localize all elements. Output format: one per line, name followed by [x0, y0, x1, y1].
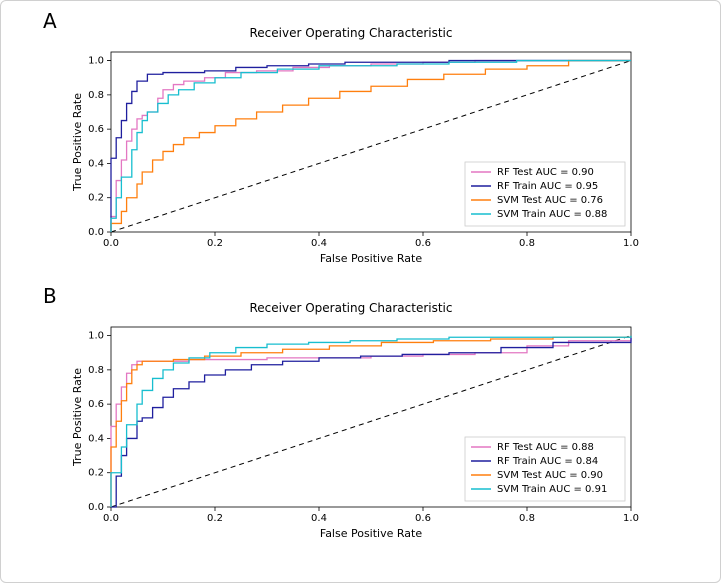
x-tick-label: 0.4 — [311, 238, 327, 249]
y-axis-label: True Positive Rate — [71, 368, 84, 467]
chart-b-title: Receiver Operating Characteristic — [71, 301, 631, 315]
x-tick-label: 0.2 — [207, 513, 223, 524]
y-tick-label: 0.0 — [88, 227, 104, 238]
y-tick-label: 0.6 — [88, 399, 104, 410]
y-tick-label: 1.0 — [88, 331, 104, 342]
x-tick-label: 0.8 — [519, 238, 535, 249]
x-axis-label: False Positive Rate — [320, 252, 422, 265]
legend-label-svm_train: SVM Train AUC = 0.88 — [497, 209, 607, 220]
legend-label-svm_train: SVM Train AUC = 0.91 — [497, 484, 607, 495]
chart-b-wrap: Receiver Operating Characteristic 0.0 0.2… — [71, 301, 631, 556]
y-tick-label: 0.6 — [88, 124, 104, 135]
y-axis-label: True Positive Rate — [71, 93, 84, 192]
x-tick-label: 0.6 — [415, 513, 431, 524]
figure-container: { "panelA": { "label": "A", "title": "Re… — [0, 0, 721, 583]
chart-a: 0.0 0.2 0.4 0.6 0.8 1.0 0.0 0.2 0.4 0.6 0.8 1.0 Fals… — [71, 42, 671, 277]
chart-b: 0.0 0.2 0.4 0.6 0.8 1.0 0.0 0.2 0.4 0.6 0.8 1.0 Fals… — [71, 317, 671, 552]
x-tick-label: 1.0 — [623, 513, 639, 524]
chart-a-title: Receiver Operating Characteristic — [71, 26, 631, 40]
x-tick-label: 0.2 — [207, 238, 223, 249]
y-tick-label: 1.0 — [88, 56, 104, 67]
y-tick-label: 0.2 — [88, 193, 104, 204]
legend-label-rf_train: RF Train AUC = 0.84 — [497, 456, 598, 467]
x-tick-label: 1.0 — [623, 238, 639, 249]
y-tick-label: 0.2 — [88, 468, 104, 479]
x-tick-label: 0.6 — [415, 238, 431, 249]
legend-label-svm_test: SVM Test AUC = 0.76 — [497, 195, 603, 206]
x-tick-label: 0.0 — [103, 513, 119, 524]
x-tick-label: 0.4 — [311, 513, 327, 524]
chart-a-wrap: Receiver Operating Characteristic 0.0 0.2… — [71, 26, 631, 281]
y-tick-label: 0.8 — [88, 90, 104, 101]
x-tick-label: 0.8 — [519, 513, 535, 524]
x-tick-label: 0.0 — [103, 238, 119, 249]
legend-label-rf_test: RF Test AUC = 0.88 — [497, 442, 594, 453]
y-tick-label: 0.0 — [88, 502, 104, 513]
y-tick-label: 0.4 — [88, 433, 104, 444]
legend-label-svm_test: SVM Test AUC = 0.90 — [497, 470, 603, 481]
legend-label-rf_train: RF Train AUC = 0.95 — [497, 181, 598, 192]
y-tick-label: 0.4 — [88, 158, 104, 169]
legend-label-rf_test: RF Test AUC = 0.90 — [497, 167, 594, 178]
y-tick-label: 0.8 — [88, 365, 104, 376]
panel-label-a: A — [43, 9, 57, 33]
panel-label-b: B — [43, 284, 57, 308]
x-axis-label: False Positive Rate — [320, 527, 422, 540]
